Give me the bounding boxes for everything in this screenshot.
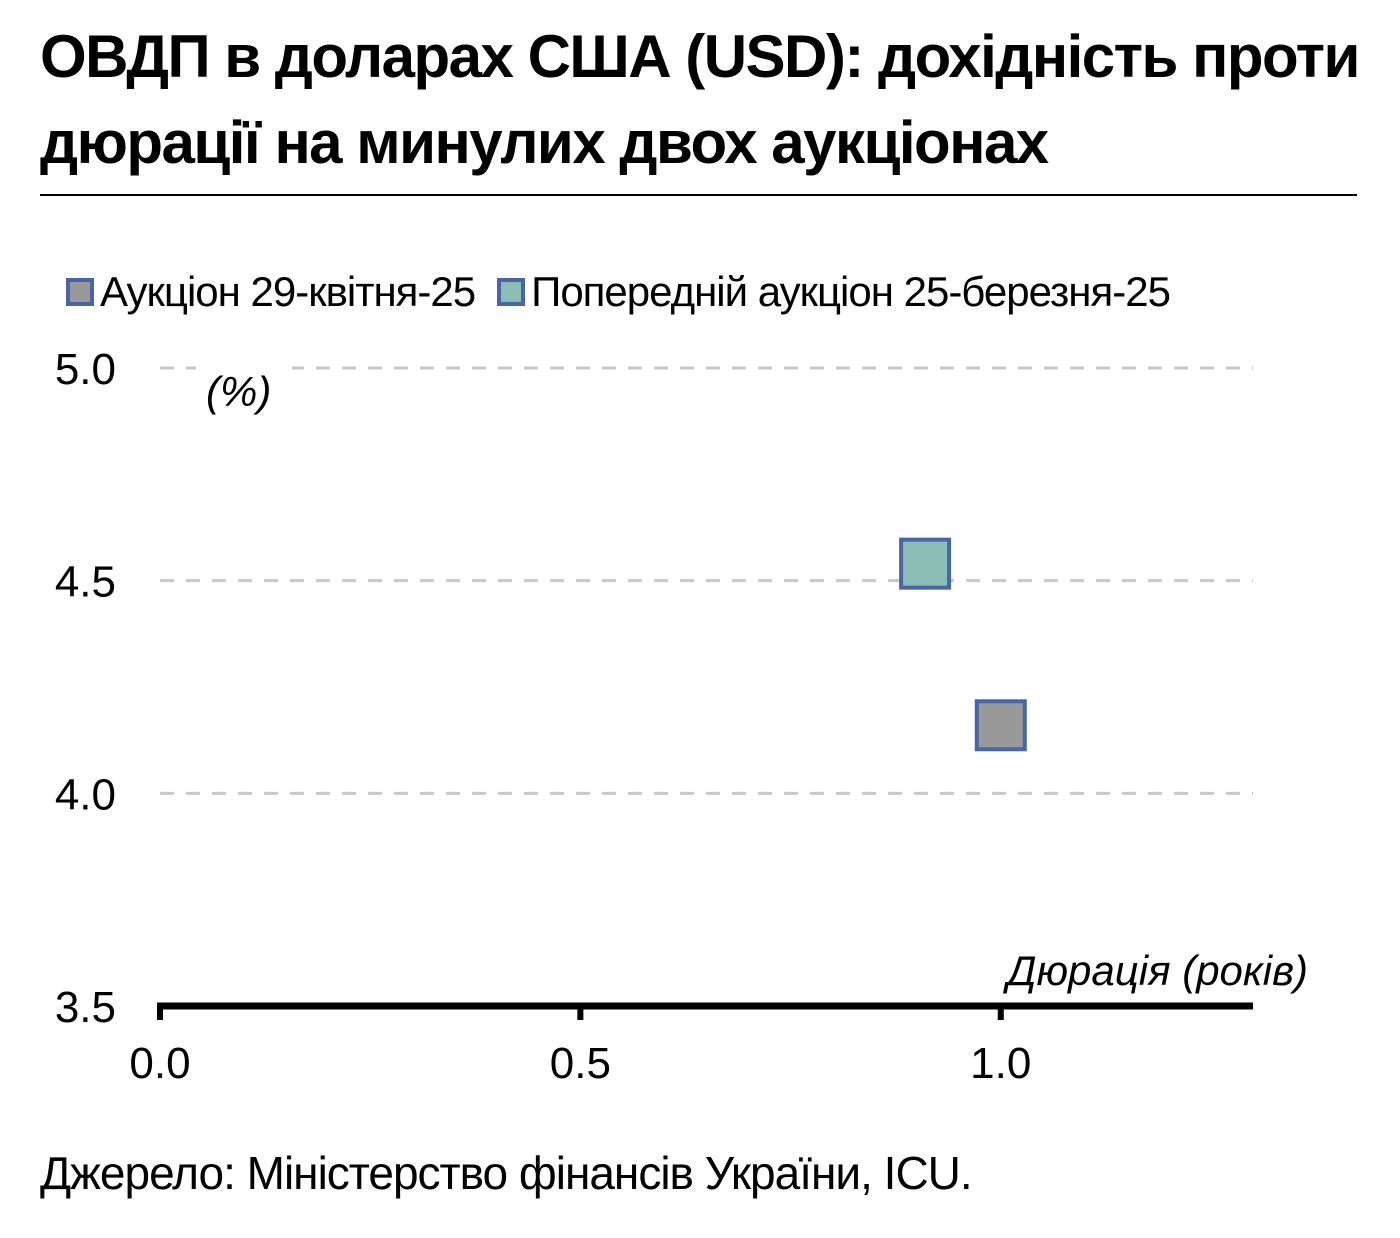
scatter-chart: 3.5 4.0 4.5 5.0 0.0 0.5 1.0 (%) Дюрація (рокі… [55, 345, 1308, 1088]
y-tick-labels: 3.5 4.0 4.5 5.0 [55, 345, 116, 1032]
data-points [899, 537, 1027, 752]
grid-lines [160, 358, 1253, 795]
data-point-current-auction [974, 699, 1027, 752]
y-tick-label: 5.0 [55, 345, 116, 394]
x-axis [157, 1002, 1253, 1020]
y-axis-label: (%) [206, 368, 271, 415]
legend-item-previous-auction: Попередній аукціон 25-березня-25 [497, 268, 1171, 316]
title-divider [40, 194, 1357, 196]
x-tick-label: 1.0 [970, 1039, 1031, 1088]
y-tick-label: 4.5 [55, 558, 116, 607]
ylabel-mask [196, 358, 292, 380]
x-tick-label: 0.5 [550, 1039, 611, 1088]
source-note: Джерело: Міністерство фінансів України, … [40, 1147, 973, 1199]
legend-label-previous-auction: Попередній аукціон 25-березня-25 [531, 268, 1171, 315]
legend-item-current-auction: Аукціон 29-квітня-25 [66, 268, 476, 316]
x-tick-label: 0.0 [129, 1039, 190, 1088]
legend: Аукціон 29-квітня-25 Попередній аукціон … [66, 262, 1192, 322]
y-tick-label: 4.0 [55, 770, 116, 819]
x-tick-labels: 0.0 0.5 1.0 [129, 1039, 1031, 1088]
y-tick-label: 3.5 [55, 983, 116, 1032]
legend-swatch-previous-auction [497, 278, 526, 306]
data-point-previous-auction [899, 537, 952, 590]
legend-swatch-current-auction [66, 278, 94, 306]
legend-label-current-auction: Аукціон 29-квітня-25 [100, 268, 476, 315]
x-axis-label: Дюрація (років) [1003, 947, 1308, 994]
chart-title: ОВДП в доларах США (USD): дохідність про… [40, 23, 1360, 176]
